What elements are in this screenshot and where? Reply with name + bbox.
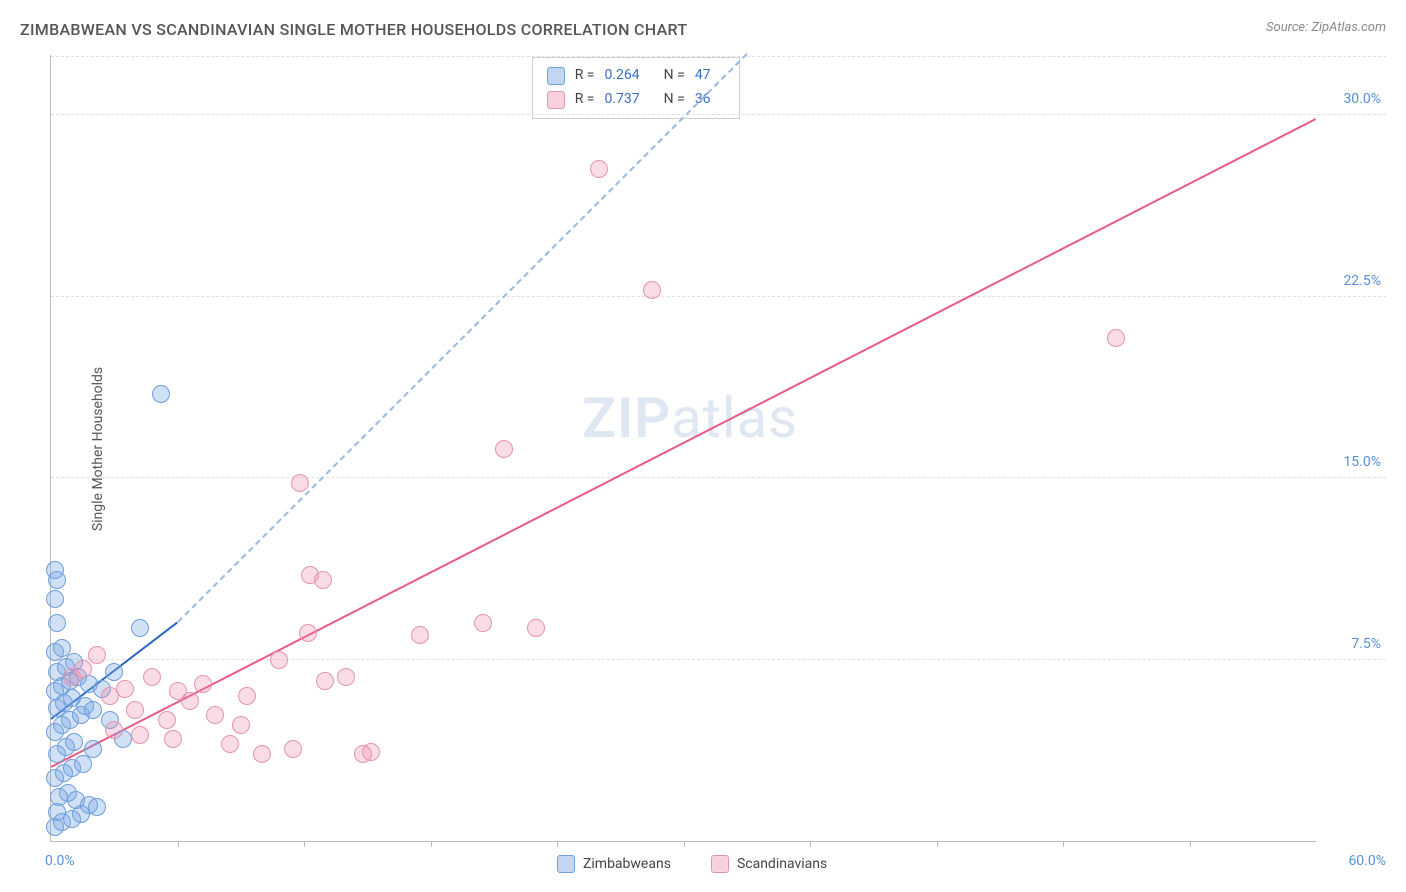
data-point (88, 798, 106, 816)
y-tick-label: 22.5% (1321, 273, 1381, 289)
chart-container: ZIMBABWEAN VS SCANDINAVIAN SINGLE MOTHER… (0, 0, 1406, 892)
legend-swatch-1 (547, 67, 565, 85)
x-tick (1063, 841, 1064, 847)
data-point (495, 440, 513, 458)
chart-source: Source: ZipAtlas.com (1266, 20, 1386, 35)
grid-line (51, 56, 1386, 57)
legend-swatch-2 (547, 91, 565, 109)
data-point (46, 590, 64, 608)
stats-row-1: R = 0.264 N = 47 (547, 64, 725, 88)
legend-swatch-bottom-1 (557, 855, 575, 873)
source-prefix: Source: (1266, 20, 1311, 35)
stat-n-value-1: 47 (695, 64, 711, 88)
data-point (1107, 329, 1125, 347)
x-tick (557, 841, 558, 847)
data-point (126, 701, 144, 719)
x-tick (178, 841, 179, 847)
grid-line (51, 296, 1386, 297)
source-name: ZipAtlas.com (1311, 20, 1386, 35)
data-point (46, 561, 64, 579)
x-tick (431, 841, 432, 847)
data-point (590, 160, 608, 178)
stat-r-label-1: R = (575, 64, 595, 88)
x-tick (1190, 841, 1191, 847)
watermark: ZIPatlas (582, 385, 798, 451)
data-point (291, 474, 309, 492)
data-point (158, 711, 176, 729)
x-tick (304, 841, 305, 847)
data-point (221, 735, 239, 753)
data-point (116, 680, 134, 698)
data-point (474, 614, 492, 632)
data-point (253, 745, 271, 763)
chart-area: Single Mother Households ZIPatlas R = 0.… (50, 55, 1386, 842)
grid-line (51, 477, 1386, 478)
data-point (48, 614, 66, 632)
x-min-label: 0.0% (45, 853, 75, 869)
stats-legend-box: R = 0.264 N = 47 R = 0.737 N = 36 (532, 57, 740, 119)
data-point (238, 687, 256, 705)
x-max-label: 60.0% (1348, 853, 1386, 869)
data-point (316, 672, 334, 690)
data-point (299, 624, 317, 642)
data-point (206, 706, 224, 724)
data-point (181, 692, 199, 710)
data-point (164, 730, 182, 748)
legend-label-1: Zimbabweans (583, 856, 671, 872)
stat-r-value-2: 0.737 (604, 88, 639, 112)
x-tick (684, 841, 685, 847)
y-tick-label: 15.0% (1321, 454, 1381, 470)
stat-r-label-2: R = (575, 88, 595, 112)
stat-n-label-2: N = (664, 88, 685, 112)
data-point (232, 716, 250, 734)
data-point (131, 619, 149, 637)
data-point (284, 740, 302, 758)
plot-region: ZIPatlas R = 0.264 N = 47 R = 0.737 N = … (50, 55, 1316, 842)
data-point (88, 646, 106, 664)
stat-n-label-1: N = (664, 64, 685, 88)
data-point (143, 668, 161, 686)
data-point (105, 721, 123, 739)
data-point (270, 651, 288, 669)
x-tick (937, 841, 938, 847)
trend-line (177, 53, 748, 623)
chart-header: ZIMBABWEAN VS SCANDINAVIAN SINGLE MOTHER… (20, 20, 1386, 39)
bottom-legend: Zimbabweans Scandinavians (557, 855, 827, 873)
stat-r-value-1: 0.264 (604, 64, 639, 88)
data-point (74, 660, 92, 678)
y-tick-label: 30.0% (1321, 91, 1381, 107)
data-point (314, 571, 332, 589)
data-point (105, 663, 123, 681)
y-tick-label: 7.5% (1321, 636, 1381, 652)
chart-title: ZIMBABWEAN VS SCANDINAVIAN SINGLE MOTHER… (20, 20, 687, 39)
data-point (84, 740, 102, 758)
grid-line (51, 659, 1386, 660)
grid-line (51, 114, 1386, 115)
data-point (131, 726, 149, 744)
data-point (84, 701, 102, 719)
watermark-bold: ZIP (582, 385, 671, 451)
data-point (362, 743, 380, 761)
data-point (53, 639, 71, 657)
legend-label-2: Scandinavians (737, 856, 827, 872)
data-point (65, 733, 83, 751)
data-point (152, 385, 170, 403)
x-tick (810, 841, 811, 847)
legend-item-2: Scandinavians (711, 855, 827, 873)
data-point (411, 626, 429, 644)
data-point (337, 668, 355, 686)
data-point (643, 281, 661, 299)
legend-swatch-bottom-2 (711, 855, 729, 873)
legend-item-1: Zimbabweans (557, 855, 671, 873)
data-point (527, 619, 545, 637)
trend-line (51, 118, 1317, 768)
data-point (194, 675, 212, 693)
